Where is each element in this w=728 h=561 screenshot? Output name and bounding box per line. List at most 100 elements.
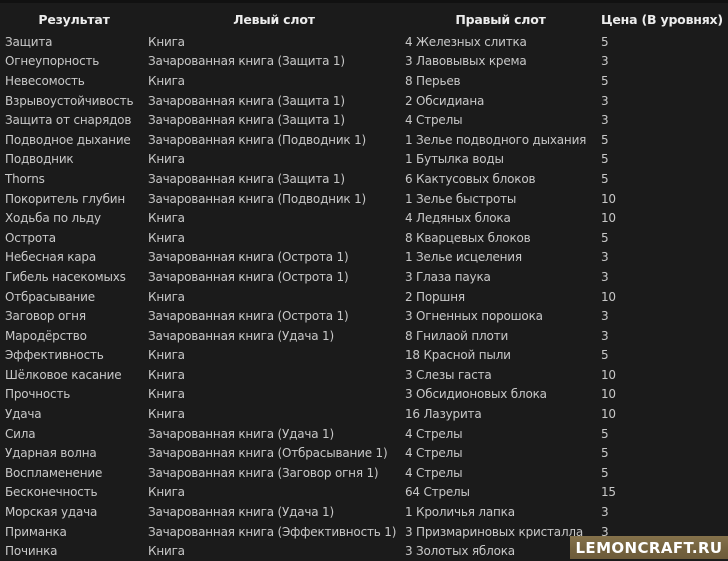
enchant-recipes-table: Результат Левый слот Правый слот Цена (В… <box>0 6 728 561</box>
cell-result: Подводник <box>5 152 74 167</box>
site-watermark-label: LEMONCRAFT.RU <box>575 538 723 557</box>
cell-result: Небесная кара <box>5 250 96 265</box>
cell-right-slot: 3 Обсидионовых блока <box>405 387 547 402</box>
cell-right-slot: 2 Поршня <box>405 289 465 304</box>
cell-right-slot: 3 Призмариновых кристалла <box>405 524 584 539</box>
cell-right-slot: 8 Кварцевых блоков <box>405 230 531 245</box>
cell-left-slot: Книга <box>148 152 185 167</box>
cell-price: 5 <box>601 34 609 49</box>
cell-result: Защита от снарядов <box>5 113 132 128</box>
cell-right-slot: 1 Бутылка воды <box>405 152 504 167</box>
cell-price: 5 <box>601 132 609 147</box>
cell-price: 10 <box>601 387 616 402</box>
cell-result: Бесконечность <box>5 485 98 500</box>
cell-price: 3 <box>601 250 609 265</box>
cell-price: 5 <box>601 446 609 461</box>
table-row: Воспламенение Зачарованная книга (Загово… <box>0 463 728 483</box>
table-row: Сила Зачарованная книга (Удача 1) 4 Стре… <box>0 424 728 444</box>
cell-left-slot: Зачарованная книга (Удача 1) <box>148 328 334 343</box>
cell-right-slot: 2 Обсидиана <box>405 93 485 108</box>
cell-price: 10 <box>601 289 616 304</box>
cell-left-slot: Зачарованная книга (Подводник 1) <box>148 191 366 206</box>
cell-left-slot: Зачарованная книга (Острота 1) <box>148 250 349 265</box>
table-row: Невесомость Книга 8 Перьев 5 <box>0 71 728 91</box>
table-row: Удача Книга 16 Лазурита 10 <box>0 404 728 424</box>
cell-result: Thorns <box>5 171 45 186</box>
cell-right-slot: 3 Лавовывых крема <box>405 54 527 69</box>
cell-result: Ходьба по льду <box>5 211 101 226</box>
table-row: Защита Книга 4 Железных слитка 5 <box>0 32 728 52</box>
table-row: Починка Книга 3 Золотых яблока <box>0 541 728 561</box>
cell-price: 10 <box>601 191 616 206</box>
cell-left-slot: Книга <box>148 289 185 304</box>
table-row: Бесконечность Книга 64 Стрелы 15 <box>0 483 728 503</box>
table-row: Приманка Зачарованная книга (Эффективнос… <box>0 522 728 542</box>
cell-result: Ударная волна <box>5 446 97 461</box>
table-row: Ударная волна Зачарованная книга (Отбрас… <box>0 443 728 463</box>
table-row: Thorns Зачарованная книга (Защита 1) 6 К… <box>0 169 728 189</box>
cell-result: Острота <box>5 230 56 245</box>
cell-result: Эффективность <box>5 348 104 363</box>
cell-price: 10 <box>601 407 616 422</box>
cell-right-slot: 3 Золотых яблока <box>405 544 515 559</box>
cell-right-slot: 18 Красной пыли <box>405 348 511 363</box>
cell-result: Приманка <box>5 524 67 539</box>
cell-right-slot: 16 Лазурита <box>405 407 482 422</box>
cell-right-slot: 3 Слезы гаста <box>405 367 492 382</box>
table-row: Эффективность Книга 18 Красной пыли 5 <box>0 346 728 366</box>
cell-result: Прочность <box>5 387 71 402</box>
cell-result: Морская удача <box>5 505 98 520</box>
cell-left-slot: Книга <box>148 407 185 422</box>
cell-price: 3 <box>601 328 609 343</box>
cell-result: Подводное дыхание <box>5 132 131 147</box>
table-row: Небесная кара Зачарованная книга (Острот… <box>0 248 728 268</box>
cell-result: Взрывоустойчивость <box>5 93 134 108</box>
table-row: Прочность Книга 3 Обсидионовых блока 10 <box>0 385 728 405</box>
cell-right-slot: 1 Зелье подводного дыхания <box>405 132 587 147</box>
cell-result: Починка <box>5 544 58 559</box>
cell-left-slot: Зачарованная книга (Защита 1) <box>148 54 345 69</box>
column-header-left-slot: Левый слот <box>233 11 315 27</box>
table-row: Морская удача Зачарованная книга (Удача … <box>0 502 728 522</box>
cell-right-slot: 8 Перьев <box>405 73 461 88</box>
cell-left-slot: Зачарованная книга (Острота 1) <box>148 309 349 324</box>
table-row: Подводник Книга 1 Бутылка воды 5 <box>0 150 728 170</box>
cell-price: 3 <box>601 93 609 108</box>
cell-left-slot: Зачарованная книга (Защита 1) <box>148 113 345 128</box>
cell-left-slot: Книга <box>148 73 185 88</box>
cell-price: 3 <box>601 113 609 128</box>
cell-result: Заговор огня <box>5 309 86 324</box>
cell-result: Защита <box>5 34 53 49</box>
column-header-right-slot: Правый слот <box>455 11 546 27</box>
table-header-row: Результат Левый слот Правый слот Цена (В… <box>0 6 728 32</box>
cell-left-slot: Зачарованная книга (Удача 1) <box>148 426 334 441</box>
cell-result: Удача <box>5 407 42 422</box>
cell-price: 15 <box>601 485 616 500</box>
cell-left-slot: Зачарованная книга (Защита 1) <box>148 93 345 108</box>
cell-result: Воспламенение <box>5 465 103 480</box>
cell-result: Мародёрство <box>5 328 87 343</box>
cell-left-slot: Зачарованная книга (Удача 1) <box>148 505 334 520</box>
site-watermark: LEMONCRAFT.RU <box>570 536 728 559</box>
table-row: Шёлковое касание Книга 3 Слезы гаста 10 <box>0 365 728 385</box>
cell-price: 3 <box>601 54 609 69</box>
cell-result: Гибель насекомыхs <box>5 269 126 284</box>
cell-price: 3 <box>601 269 609 284</box>
cell-result: Невесомость <box>5 73 85 88</box>
cell-right-slot: 4 Железных слитка <box>405 34 527 49</box>
cell-right-slot: 4 Стрелы <box>405 113 463 128</box>
cell-price: 10 <box>601 211 616 226</box>
cell-price: 5 <box>601 230 609 245</box>
cell-price: 10 <box>601 367 616 382</box>
table-row: Отбрасывание Книга 2 Поршня 10 <box>0 287 728 307</box>
cell-right-slot: 4 Стрелы <box>405 446 463 461</box>
cell-price: 5 <box>601 152 609 167</box>
cell-left-slot: Зачарованная книга (Острота 1) <box>148 269 349 284</box>
table-row: Взрывоустойчивость Зачарованная книга (З… <box>0 91 728 111</box>
cell-right-slot: 3 Глаза паука <box>405 269 491 284</box>
cell-right-slot: 4 Стрелы <box>405 426 463 441</box>
cell-left-slot: Книга <box>148 230 185 245</box>
cell-right-slot: 3 Огненных порошока <box>405 309 543 324</box>
table-row: Покоритель глубин Зачарованная книга (По… <box>0 189 728 209</box>
cell-left-slot: Зачарованная книга (Эффективность 1) <box>148 524 397 539</box>
